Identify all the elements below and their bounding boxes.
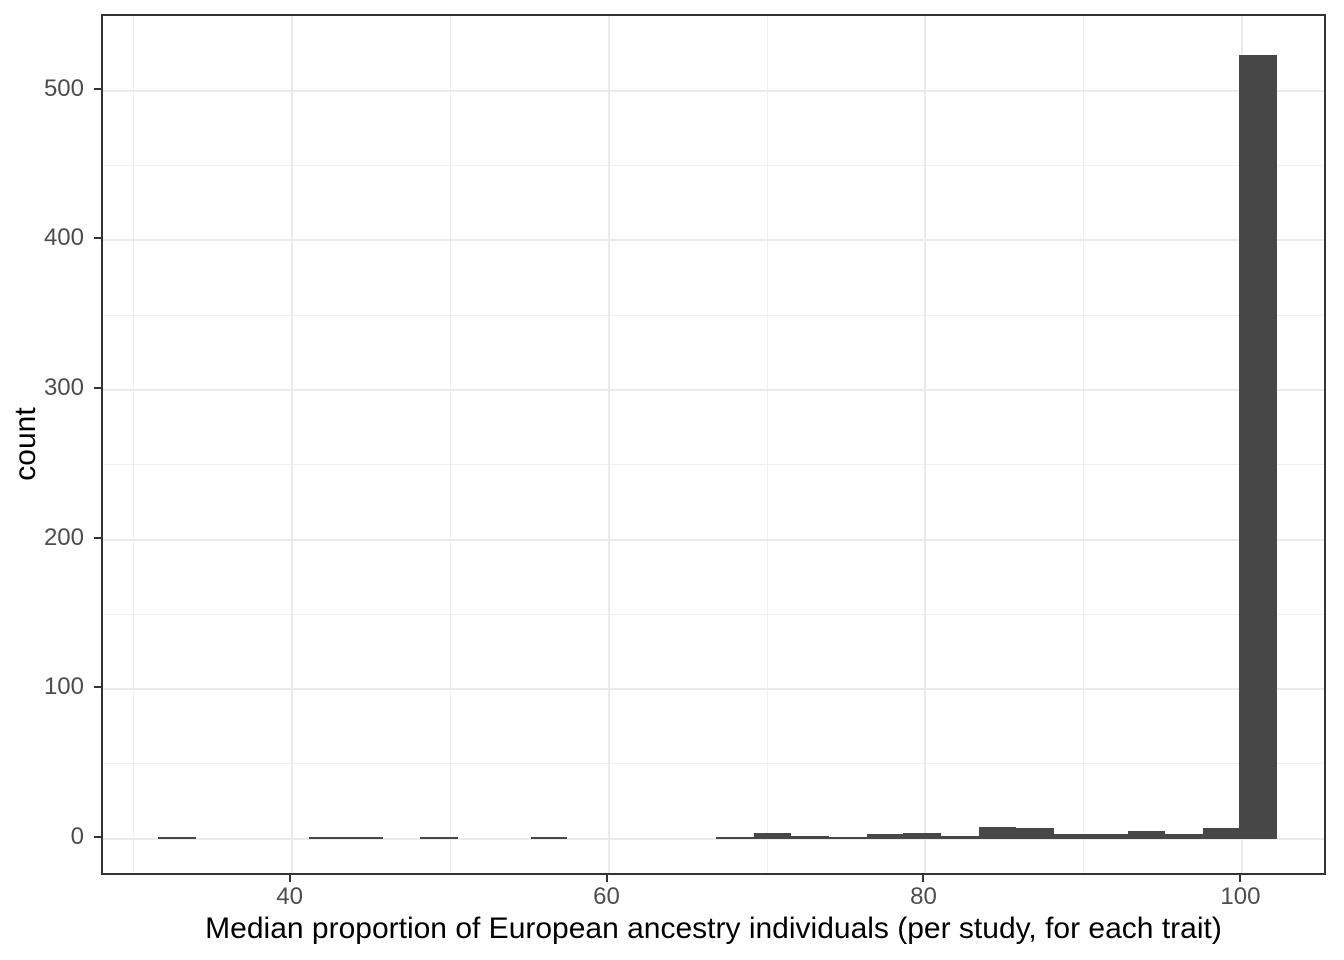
x-tick-mark xyxy=(605,875,608,882)
y-tick-mark xyxy=(94,536,101,539)
x-minor-gridline xyxy=(766,16,768,873)
y-tick-mark xyxy=(94,87,101,90)
histogram-bar xyxy=(790,835,829,839)
x-minor-gridline xyxy=(449,16,451,873)
x-minor-gridline xyxy=(1083,16,1085,873)
x-tick-label: 80 xyxy=(910,883,937,910)
histogram-bar xyxy=(1053,834,1091,839)
y-tick-label: 400 xyxy=(43,224,84,252)
histogram-bar xyxy=(716,837,755,839)
histogram-bar xyxy=(866,834,904,839)
y-axis-title: count xyxy=(9,407,42,481)
histogram-bar xyxy=(828,837,867,839)
y-tick-label: 200 xyxy=(43,523,84,551)
x-tick-label: 40 xyxy=(276,883,303,910)
y-major-gridline xyxy=(103,837,1324,840)
y-tick-mark xyxy=(94,386,101,389)
histogram-bar xyxy=(530,837,568,839)
y-tick-label: 300 xyxy=(43,373,84,401)
x-tick-mark xyxy=(922,875,925,882)
histogram-bar xyxy=(158,837,197,839)
y-tick-mark xyxy=(94,686,101,689)
y-major-gridline xyxy=(103,89,1324,92)
x-tick-mark xyxy=(1239,875,1242,882)
y-tick-label: 500 xyxy=(43,74,84,102)
histogram-bar xyxy=(1128,831,1165,839)
y-tick-mark xyxy=(94,237,101,240)
y-tick-mark xyxy=(94,835,101,838)
y-minor-gridline xyxy=(103,314,1324,316)
y-minor-gridline xyxy=(103,763,1324,765)
x-tick-mark xyxy=(288,875,291,882)
y-minor-gridline xyxy=(103,464,1324,466)
y-major-gridline xyxy=(103,388,1324,391)
x-minor-gridline xyxy=(132,16,134,873)
histogram-bar xyxy=(941,835,980,839)
histogram-bar xyxy=(1202,828,1240,839)
histogram-bar xyxy=(1015,828,1054,839)
x-tick-label: 100 xyxy=(1220,883,1261,910)
y-major-gridline xyxy=(103,688,1324,691)
y-minor-gridline xyxy=(103,165,1324,167)
histogram-bar xyxy=(419,837,458,839)
histogram-bar xyxy=(309,837,346,839)
histogram-bar xyxy=(1164,834,1203,839)
y-major-gridline xyxy=(103,239,1324,242)
histogram-bar xyxy=(345,837,384,839)
histogram-bar xyxy=(979,826,1016,839)
x-major-gridline xyxy=(290,16,293,873)
x-major-gridline xyxy=(607,16,610,873)
y-minor-gridline xyxy=(103,613,1324,615)
histogram-bar xyxy=(754,832,791,839)
y-tick-label: 0 xyxy=(70,822,84,850)
y-major-gridline xyxy=(103,538,1324,541)
x-tick-label: 60 xyxy=(593,883,620,910)
x-axis-title: Median proportion of European ancestry i… xyxy=(205,912,1222,945)
y-tick-label: 100 xyxy=(43,673,84,701)
histogram-bar xyxy=(1239,54,1278,839)
histogram-bar xyxy=(903,832,942,839)
x-major-gridline xyxy=(924,16,927,873)
plot-panel xyxy=(101,14,1326,875)
histogram-bar xyxy=(1090,834,1129,839)
